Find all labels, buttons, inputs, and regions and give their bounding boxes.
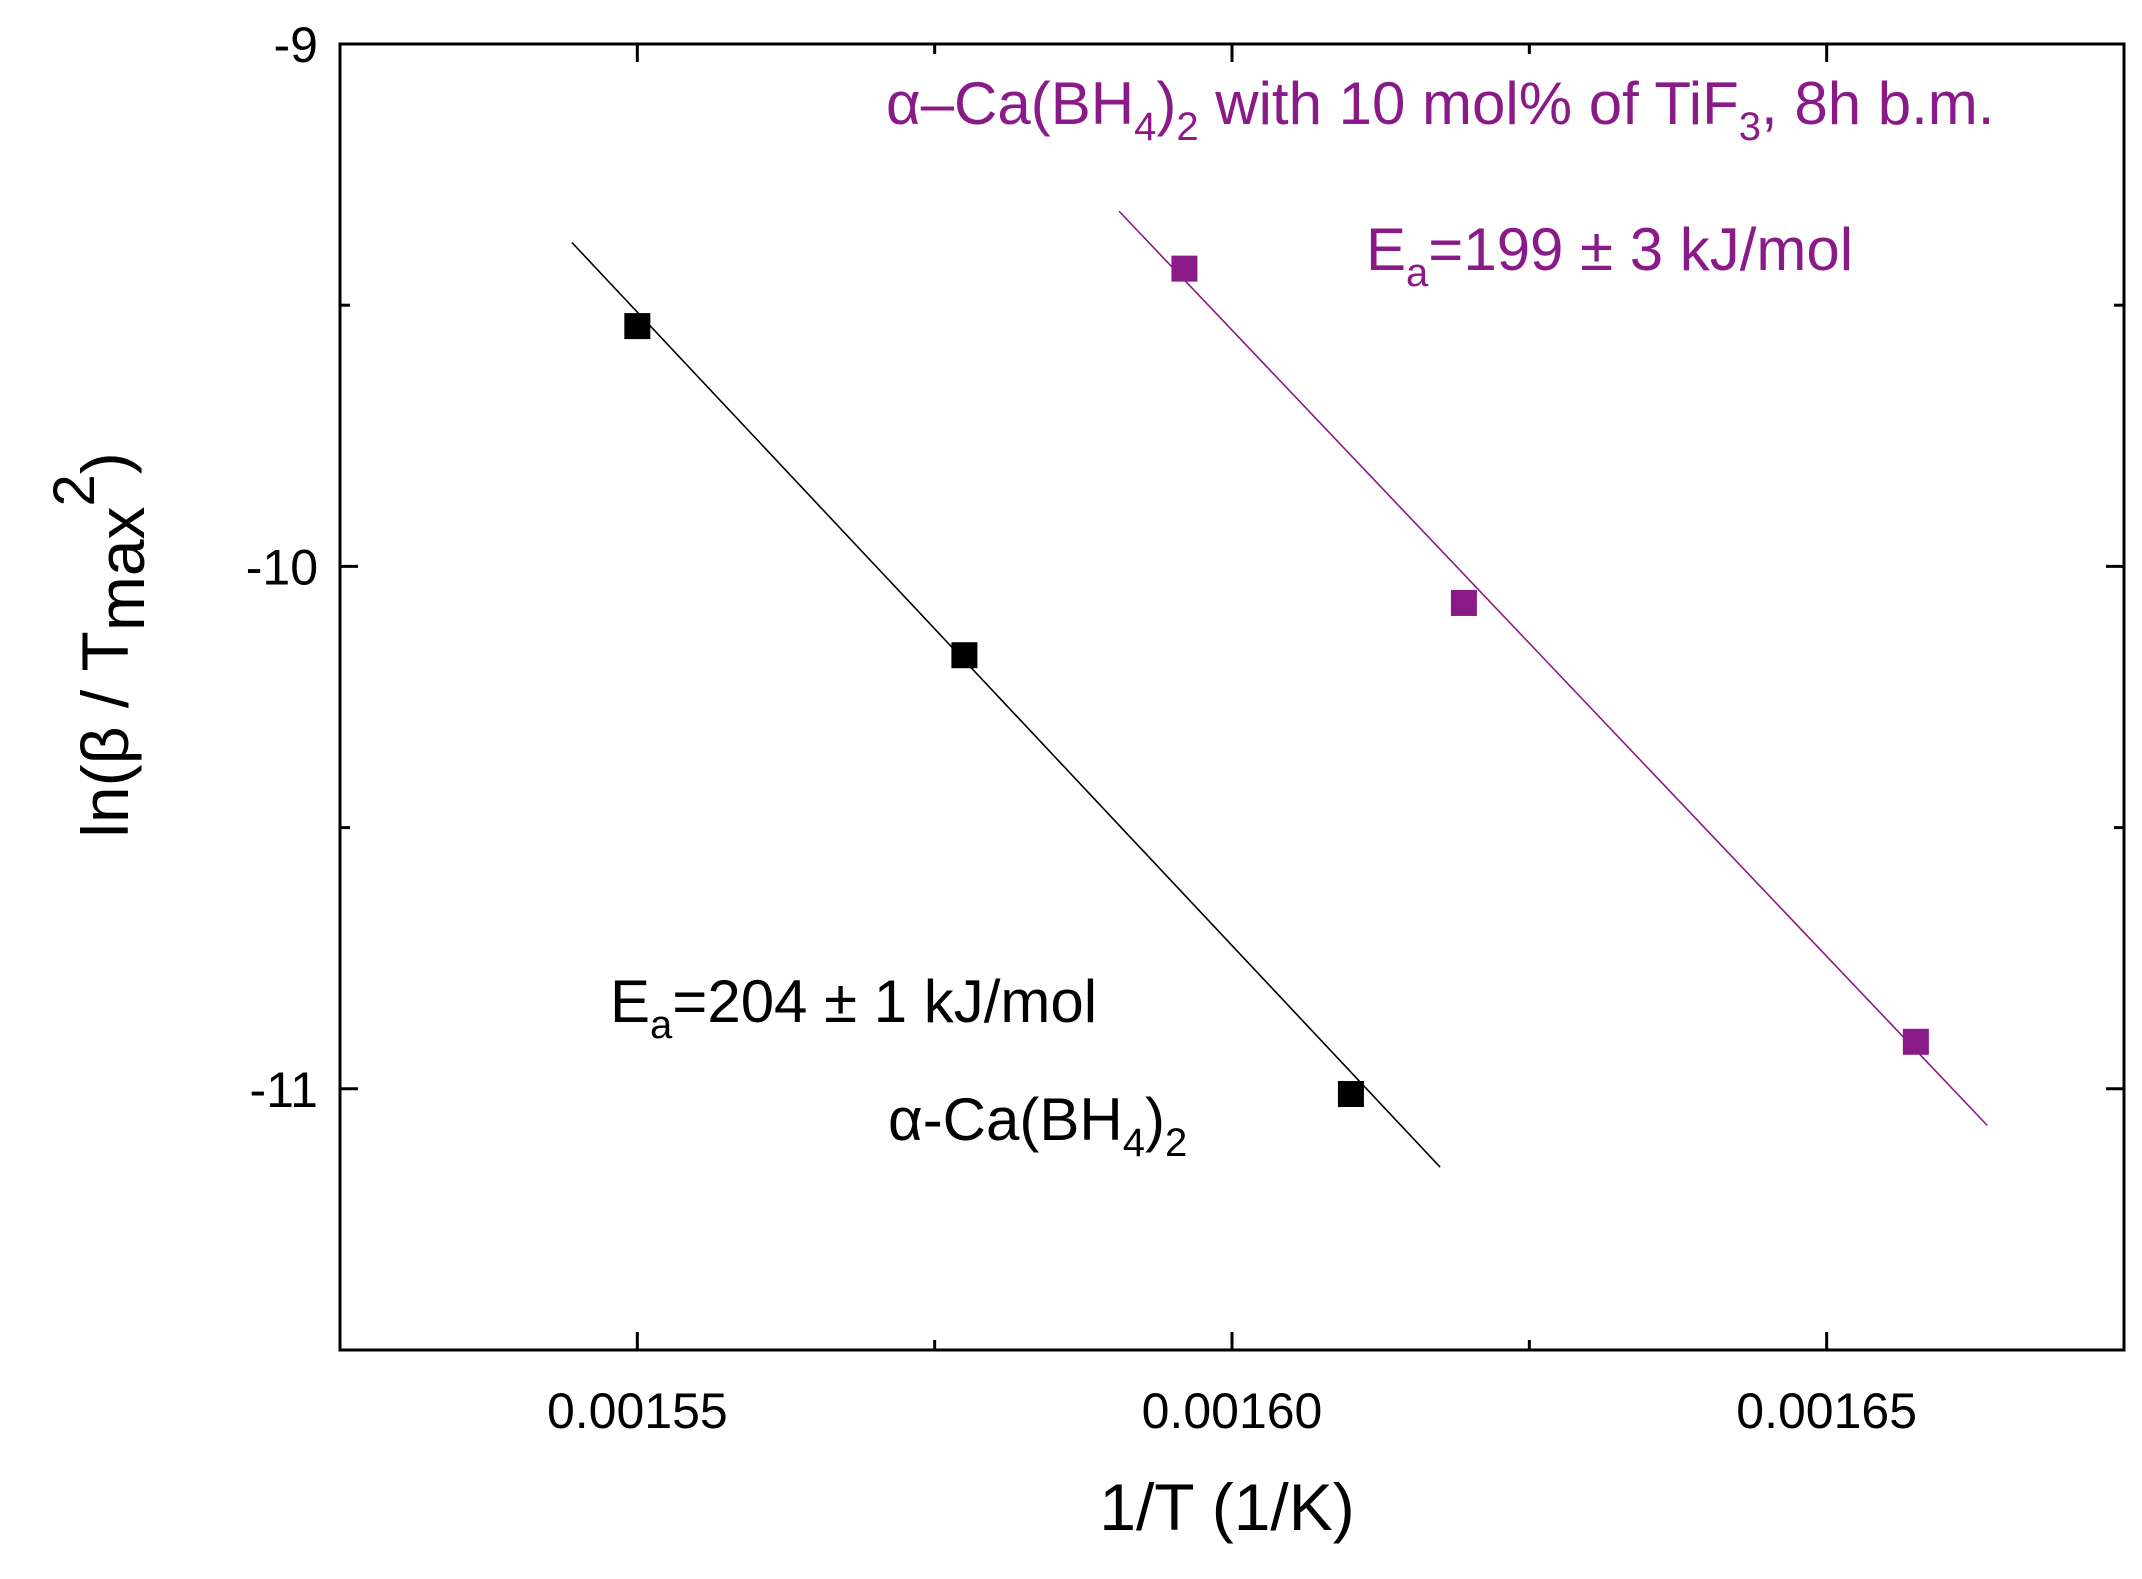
data-point-series-0 [1337,1081,1364,1108]
x-tick-label: 0.00160 [1142,1383,1323,1439]
annotation-tif3-name-with: with 10 mol% of TiF [1199,70,1739,137]
axis-ticks [340,42,2124,1350]
data-point-series-1 [1902,1028,1929,1055]
annotation-pure-name-prefix: α-Ca(BH [888,1086,1123,1153]
annotation-tif3-name-sub1: 4 [1134,105,1156,149]
annotation-pure-energy-text: =204 ± 1 kJ/mol [672,968,1097,1035]
annotation-tif3-energy-sub: a [1406,251,1429,295]
fit-line-series-0 [571,241,1441,1168]
annotation-tif3-energy-text: =199 ± 3 kJ/mol [1428,216,1853,283]
x-tick-label: 0.00155 [547,1383,728,1439]
annotation-pure-energy-sub: a [650,1003,673,1047]
y-axis-label: ln(β / Tmax2) [42,452,158,838]
annotation-pure-name-sub2: 2 [1165,1121,1187,1165]
fit-line-series-1 [1118,210,1988,1126]
annotation-tif3-energy: Ea=199 ± 3 kJ/mol [1366,216,1853,295]
data-point-series-0 [624,313,651,340]
data-points [624,255,1929,1108]
fit-lines [571,210,1988,1168]
annotation-pure-name: α-Ca(BH4)2 [888,1086,1187,1165]
y-tick-label: -11 [249,1062,318,1118]
annotation-tif3-energy-prefix: E [1366,216,1406,283]
annotation-tif3-name: α–Ca(BH4)2 with 10 mol% of TiF3, 8h b.m. [886,70,1994,149]
annotation-pure-energy-prefix: E [610,968,650,1035]
axis-tick-labels: 0.00155 0.00160 0.00165 -9 -10 -11 [246,17,1917,1439]
annotation-pure-name-sub1: 4 [1123,1121,1145,1165]
annotation-pure-energy: Ea=204 ± 1 kJ/mol [610,968,1097,1047]
annotation-tif3-name-suffix: , 8h b.m. [1761,70,1994,137]
y-axis-label-sub: max [84,506,158,631]
data-point-series-1 [1450,589,1477,616]
plot-frame [338,42,2126,1352]
x-axis-label: 1/T (1/K) [1099,1470,1355,1544]
x-tick-label: 0.00165 [1736,1383,1917,1439]
annotation-tif3-name-mid: ) [1156,70,1176,137]
y-tick-label: -10 [246,539,318,595]
y-tick-label: -9 [274,17,318,73]
y-axis-label-sup: 2 [42,474,107,506]
annotation-pure-name-mid: ) [1145,1086,1165,1153]
annotation-tif3-name-sub2: 2 [1176,105,1198,149]
annotation-tif3-name-prefix: α–Ca(BH [886,70,1134,137]
y-axis-label-suffix: ) [68,452,142,474]
y-axis-label-prefix: ln(β / T [68,631,142,838]
data-point-series-0 [951,642,978,669]
annotation-tif3-name-sub3: 3 [1739,105,1761,149]
data-point-series-1 [1171,255,1198,282]
